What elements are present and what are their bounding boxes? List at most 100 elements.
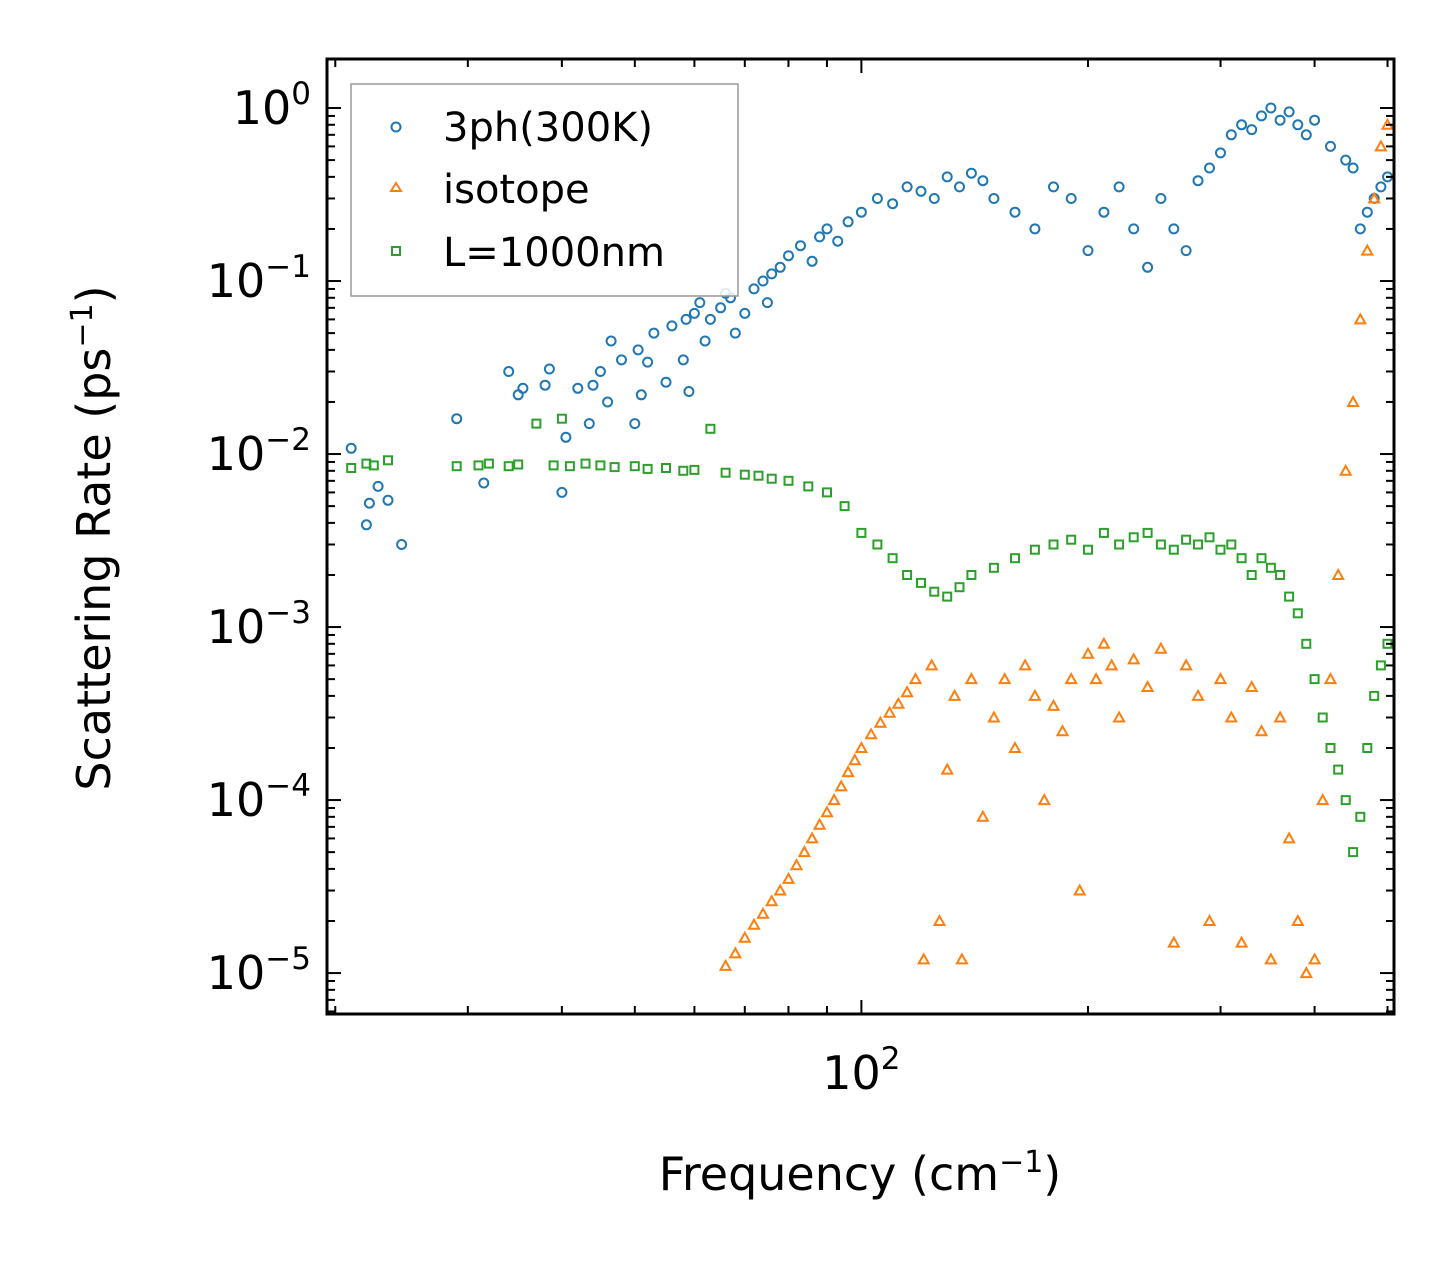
- data-point: [635, 389, 647, 401]
- data-point: [680, 313, 692, 325]
- data-point: [1301, 638, 1312, 649]
- data-point: [773, 883, 787, 896]
- data-point: [683, 386, 695, 397]
- data-point: [1215, 544, 1226, 555]
- data-point: [648, 327, 660, 339]
- data-point: [1192, 175, 1204, 187]
- data-point: [1246, 124, 1258, 136]
- data-point: [753, 470, 764, 481]
- x-axis-label: Frequency (cm−1): [659, 1145, 1062, 1201]
- data-point: [814, 231, 826, 243]
- data-point: [887, 553, 898, 564]
- legend-label-3ph: 3ph(300K): [443, 105, 653, 151]
- data-point: [774, 261, 786, 273]
- data-point: [917, 952, 931, 965]
- data-point: [902, 570, 913, 580]
- data-point: [1127, 652, 1141, 665]
- data-point: [1225, 129, 1237, 141]
- data-point: [728, 946, 742, 959]
- data-point: [954, 582, 965, 593]
- data-point: [666, 320, 678, 332]
- data-point: [1202, 913, 1217, 926]
- data-point: [1254, 724, 1269, 737]
- data-point: [1142, 261, 1154, 273]
- data-point: [602, 396, 614, 408]
- data-point: [1347, 162, 1359, 174]
- data-point: [1369, 690, 1380, 701]
- data-point: [1112, 710, 1126, 723]
- data-point: [1073, 883, 1087, 896]
- data-point: [609, 462, 620, 473]
- data-point: [1226, 539, 1237, 550]
- data-point: [977, 175, 989, 187]
- data-point: [1028, 688, 1042, 701]
- data-point: [594, 366, 606, 377]
- data-point: [1048, 539, 1059, 550]
- data-point: [1292, 608, 1303, 619]
- data-point: [363, 497, 375, 509]
- data-point: [765, 894, 779, 907]
- data-point: [941, 171, 953, 183]
- legend-label-isotope: isotope: [443, 167, 590, 213]
- data-point: [1167, 935, 1181, 948]
- data-point: [580, 458, 591, 469]
- data-point: [1273, 710, 1287, 723]
- data-point: [629, 418, 641, 430]
- data-point: [1325, 743, 1336, 753]
- data-point: [1360, 243, 1374, 256]
- data-point: [1361, 206, 1373, 218]
- data-point: [473, 460, 484, 471]
- data-point: [1213, 672, 1228, 685]
- data-point: [1168, 544, 1179, 555]
- data-point: [1215, 147, 1226, 159]
- data-point: [1333, 764, 1344, 775]
- data-point: [839, 501, 850, 512]
- data-point: [916, 577, 926, 588]
- data-point: [1264, 952, 1278, 965]
- data-point: [694, 297, 706, 309]
- data-point: [988, 562, 999, 573]
- y-tick-label: 10−2: [207, 422, 311, 481]
- data-point: [1081, 646, 1095, 659]
- data-point: [1339, 463, 1353, 476]
- data-point: [756, 906, 770, 919]
- data-point: [1316, 793, 1330, 806]
- data-point: [360, 519, 372, 531]
- data-point: [1367, 191, 1381, 204]
- data-point: [821, 223, 833, 235]
- data-point: [503, 461, 514, 472]
- data-point: [929, 586, 940, 597]
- data-point: [587, 379, 599, 391]
- data-point: [1155, 539, 1166, 550]
- data-point: [1142, 527, 1153, 538]
- data-point: [820, 805, 834, 818]
- data-point: [805, 831, 819, 844]
- data-point: [678, 465, 689, 476]
- data-point: [372, 480, 384, 492]
- y-axis-label: Scattering Rate (ps−1): [65, 285, 121, 790]
- data-point: [1265, 562, 1276, 573]
- plot-frame: [325, 57, 1396, 1016]
- data-point: [738, 930, 752, 943]
- data-point: [827, 793, 841, 806]
- data-point: [1325, 140, 1336, 152]
- data-point: [783, 250, 794, 262]
- data-point: [954, 181, 965, 193]
- legend-marker-square: [391, 246, 401, 256]
- data-point: [966, 570, 977, 580]
- data-point: [1374, 139, 1388, 152]
- data-point: [822, 487, 832, 498]
- data-point: [987, 710, 1001, 723]
- data-point: [947, 688, 962, 701]
- data-point: [1284, 591, 1295, 602]
- data-point: [1010, 553, 1020, 564]
- data-point: [1140, 679, 1155, 692]
- data-point: [1018, 658, 1032, 671]
- data-point: [1309, 114, 1321, 126]
- data-point: [451, 461, 462, 472]
- data-point: [1097, 636, 1111, 649]
- data-point: [548, 460, 559, 471]
- legend-label-boundary: L=1000nm: [443, 230, 665, 276]
- data-point: [539, 379, 551, 391]
- data-point: [1236, 553, 1247, 564]
